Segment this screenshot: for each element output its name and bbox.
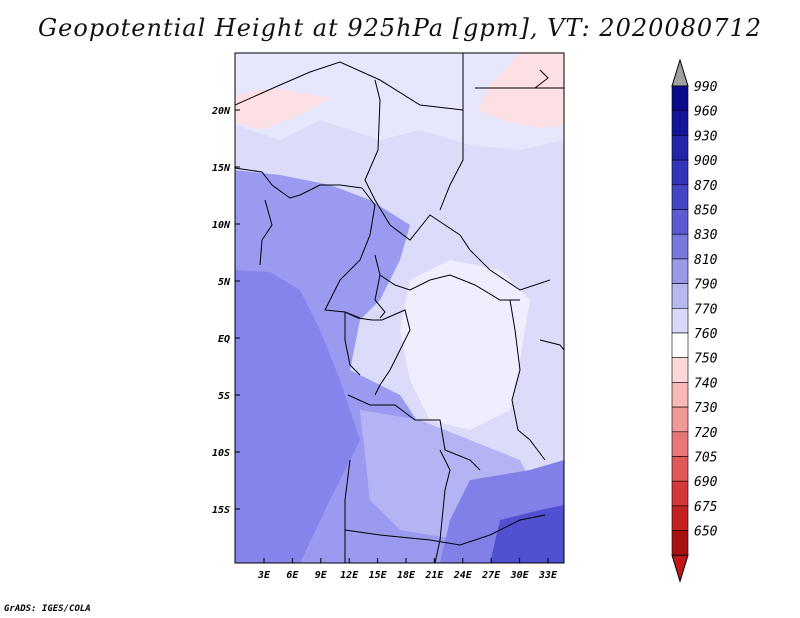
lon-tick-label: 21E xyxy=(424,570,444,581)
border-libya-chad xyxy=(439,53,464,211)
border-niger-nigeria xyxy=(235,167,363,199)
colorbar-label: 750 xyxy=(694,352,718,367)
colorbar-label: 870 xyxy=(694,179,718,194)
lat-tick-label: 20N xyxy=(211,106,231,117)
map-panel xyxy=(235,53,564,563)
colorbar-swatch xyxy=(671,505,689,531)
country-borders xyxy=(235,53,564,563)
colorbar-label: 650 xyxy=(694,525,718,540)
border-north-algeria-niger xyxy=(235,61,464,111)
colorbar-swatch xyxy=(671,135,689,161)
colorbar-swatch xyxy=(671,209,689,235)
colorbar-swatch xyxy=(671,530,689,556)
border-cameroon-car xyxy=(374,274,386,319)
lon-tick-label: 18E xyxy=(397,570,416,581)
lon-tick-label: 24E xyxy=(453,570,473,581)
colorbar-label: 960 xyxy=(694,105,718,120)
colorbar-label: 760 xyxy=(694,327,718,342)
colorbar-swatch xyxy=(671,184,689,210)
lon-tick-label: 27E xyxy=(481,570,501,581)
lon-tick-label: 33E xyxy=(538,570,558,581)
colorbar-label: 705 xyxy=(694,451,718,466)
border-nigeria-cameroon xyxy=(324,187,376,319)
colorbar-swatch xyxy=(671,431,689,457)
colorbar-top-arrow xyxy=(671,58,689,87)
colorbar-swatch xyxy=(671,307,689,334)
colorbar-label: 830 xyxy=(694,228,718,243)
lon-axis: 3E 6E 9E 12E 15E 18E 21E 24E 27E 30E 33E xyxy=(257,558,558,581)
colorbar-swatch xyxy=(671,159,689,186)
colorbar-label: 810 xyxy=(694,253,718,268)
lat-tick-label: 5S xyxy=(218,391,230,402)
height-field-pink-ne xyxy=(478,53,564,128)
border-angola-zambia xyxy=(434,449,451,563)
colorbar-label: 720 xyxy=(694,426,718,441)
colorbar-swatch xyxy=(671,382,689,408)
colorbar-label: 930 xyxy=(694,129,718,144)
lon-tick-label: 9E xyxy=(315,570,328,581)
colorbar-label: 730 xyxy=(694,401,718,416)
colorbar-label: 900 xyxy=(694,154,718,169)
height-field-pink-nw xyxy=(235,88,330,130)
colorbar-swatch xyxy=(671,406,689,433)
colorbar-label: 740 xyxy=(694,376,718,391)
border-angola-namibia xyxy=(344,514,546,546)
lon-tick-label: 3E xyxy=(257,570,271,581)
colorbar-swatch xyxy=(671,357,689,383)
lon-tick-label: 6E xyxy=(286,570,299,581)
map-frame xyxy=(234,52,565,564)
colorbar: 990 960 930 900 870 850 830 810 790 770 760 750 740 7… xyxy=(671,58,718,584)
lat-tick-label: 10S xyxy=(212,448,230,459)
border-uganda xyxy=(539,339,564,351)
border-drc-east xyxy=(509,299,546,461)
colorbar-label: 675 xyxy=(694,500,718,515)
lat-tick-label: EQ xyxy=(218,334,230,345)
colorbar-label: 690 xyxy=(694,475,718,490)
colorbar-swatch xyxy=(671,456,689,482)
colorbar-swatch xyxy=(671,480,689,507)
lon-tick-label: 12E xyxy=(340,570,359,581)
border-car-drc xyxy=(374,254,520,301)
lat-tick-label: 10N xyxy=(212,220,231,231)
border-niger-chad xyxy=(364,79,391,226)
border-congo xyxy=(344,309,411,396)
lon-tick-label: 15E xyxy=(369,570,388,581)
lat-tick-label: 15S xyxy=(212,505,230,516)
colorbar-label: 790 xyxy=(694,278,718,293)
colorbar-swatch xyxy=(671,258,689,284)
height-field-deep-se xyxy=(490,505,564,563)
colorbar-label: 770 xyxy=(694,302,718,317)
lat-axis: 20N 15N 10N 5N EQ 5S 10S 15S xyxy=(211,106,240,516)
chart-title: Geopotential Height at 925hPa [gpm], VT:… xyxy=(38,14,762,42)
colorbar-label: 850 xyxy=(694,204,718,219)
border-benin-nigeria xyxy=(259,199,273,266)
colorbar-swatch xyxy=(671,85,689,112)
lon-tick-label: 30E xyxy=(510,570,530,581)
grads-credit: GrADS: IGES/COLA xyxy=(4,604,91,614)
lat-tick-label: 15N xyxy=(212,163,231,174)
border-drc-angola xyxy=(347,394,481,471)
border-car-north xyxy=(389,214,551,291)
border-gabon xyxy=(344,312,361,376)
border-coast-south xyxy=(344,459,351,563)
colorbar-bottom-arrow xyxy=(671,554,689,584)
colorbar-label: 990 xyxy=(694,80,718,95)
height-field-atlantic xyxy=(235,270,360,563)
colorbar-swatch xyxy=(671,110,689,136)
colorbar-swatch xyxy=(671,233,689,260)
colorbar-swatch xyxy=(671,332,689,359)
border-ne-lake xyxy=(534,69,549,89)
colorbar-swatch xyxy=(671,283,689,309)
height-field-north xyxy=(235,53,564,150)
lat-tick-label: 5N xyxy=(218,277,231,288)
height-field-congo xyxy=(400,260,530,430)
